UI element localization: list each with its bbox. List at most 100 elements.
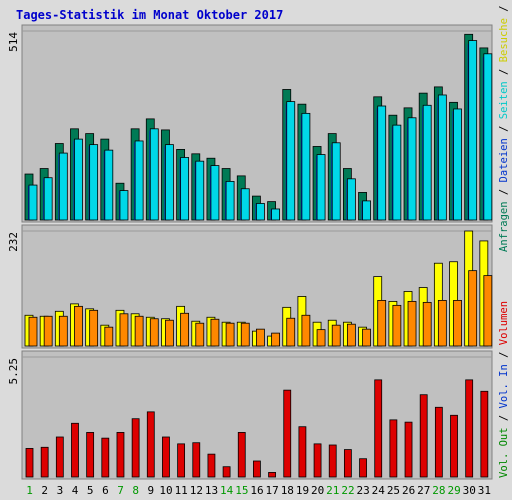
bar-seiten-24 [377, 105, 387, 221]
bar-seiten-19 [301, 112, 311, 221]
legend-anfragen: Anfragen [498, 201, 510, 252]
bar-rechner-2 [43, 315, 53, 347]
bar-volumen-4 [71, 422, 79, 478]
bar-rechner-20 [316, 329, 326, 347]
bar-seiten-15 [240, 188, 250, 221]
x-tick-label-12: 12 [190, 484, 203, 497]
legend-top-group-separator: / [498, 62, 510, 81]
bar-rechner-29 [453, 299, 462, 347]
x-tick-label-16: 16 [250, 484, 263, 497]
bar-volumen-8 [131, 418, 140, 478]
bar-rechner-6 [104, 326, 114, 347]
bar-seiten-11 [180, 157, 190, 221]
bar-volumen-13 [207, 453, 216, 478]
panel-hits-max-label: 514 [7, 32, 20, 52]
bar-seiten-22 [346, 178, 356, 221]
x-tick-label-22: 22 [341, 484, 354, 497]
bar-rechner-4 [74, 305, 83, 347]
bar-seiten-8 [134, 140, 144, 221]
bar-rechner-13 [210, 318, 220, 347]
bar-seiten-4 [74, 138, 83, 221]
legend-top-group: Anfragen / Dateien / Seiten / Besuche / … [498, 0, 510, 252]
bar-volumen-16 [253, 460, 261, 478]
bar-rechner-5 [89, 309, 99, 347]
bar-rechner-11 [180, 312, 190, 347]
legend-volumen: Volumen [498, 301, 510, 345]
bar-rechner-16 [256, 328, 265, 347]
bar-seiten-25 [392, 124, 402, 221]
bar-volumen-25 [389, 419, 398, 478]
bar-rechner-9 [149, 318, 159, 347]
bar-seiten-3 [58, 152, 68, 221]
panel-volume-background [21, 350, 493, 480]
x-tick-label-5: 5 [87, 484, 94, 497]
bar-rechner-31 [483, 275, 493, 347]
bar-seiten-20 [316, 154, 326, 221]
x-tick-label-25: 25 [387, 484, 400, 497]
bar-seiten-10 [165, 144, 174, 221]
bar-volumen-15 [237, 432, 246, 478]
bar-volumen-6 [101, 437, 110, 478]
bar-rechner-1 [28, 316, 38, 347]
bar-rechner-8 [134, 315, 144, 347]
panel-visits: 232 [7, 224, 493, 349]
x-tick-label-6: 6 [102, 484, 109, 497]
x-tick-label-30: 30 [463, 484, 476, 497]
bar-volumen-3 [55, 436, 64, 478]
bar-volumen-7 [116, 432, 125, 478]
bar-seiten-6 [104, 149, 114, 221]
panel-visits-max-label: 232 [7, 232, 20, 252]
bar-volumen-30 [465, 379, 474, 478]
bar-seiten-17 [271, 208, 280, 221]
bar-rechner-14 [225, 322, 235, 347]
bar-rechner-26 [407, 300, 417, 347]
x-tick-label-7: 7 [117, 484, 124, 497]
x-tick-label-14: 14 [220, 484, 234, 497]
x-tick-label-20: 20 [311, 484, 324, 497]
bar-volumen-9 [146, 411, 155, 478]
bar-volumen-17 [268, 472, 276, 478]
chart-title: Tages-Statistik im Monat Oktober 2017 [16, 8, 283, 22]
bar-volumen-10 [162, 436, 170, 478]
bar-volumen-19 [298, 426, 307, 478]
bar-volumen-22 [343, 449, 352, 478]
bar-seiten-18 [286, 101, 296, 221]
bar-volumen-18 [283, 389, 292, 478]
bar-volumen-2 [40, 446, 49, 478]
bar-volumen-12 [192, 442, 201, 478]
bar-volumen-14 [222, 466, 231, 478]
x-tick-label-11: 11 [175, 484, 188, 497]
bar-seiten-5 [89, 144, 99, 221]
x-tick-label-21: 21 [326, 484, 339, 497]
legend-bottom-group: Vol. Out / Vol. In / Volumen [498, 301, 510, 478]
x-tick-label-24: 24 [372, 484, 386, 497]
x-tick-label-26: 26 [402, 484, 415, 497]
bar-seiten-2 [43, 177, 53, 221]
bar-volumen-31 [480, 390, 489, 478]
legend-top-group-separator: / [498, 119, 510, 138]
bar-rechner-23 [362, 328, 371, 347]
bar-seiten-16 [256, 203, 265, 221]
legend-dateien: Dateien [498, 138, 510, 182]
bar-rechner-3 [58, 315, 68, 347]
bar-rechner-24 [377, 299, 387, 347]
bar-seiten-13 [210, 165, 220, 221]
x-tick-label-19: 19 [296, 484, 309, 497]
bar-rechner-18 [286, 317, 296, 347]
panel-volume: 5.25 [7, 350, 493, 480]
x-tick-label-13: 13 [205, 484, 218, 497]
bar-volumen-20 [313, 443, 322, 478]
right-legend: Anfragen / Dateien / Seiten / Besuche / … [498, 0, 510, 478]
bar-volumen-23 [359, 458, 367, 478]
x-tick-label-23: 23 [357, 484, 370, 497]
bar-seiten-29 [453, 108, 462, 221]
bar-rechner-28 [437, 299, 447, 347]
x-tick-label-9: 9 [148, 484, 155, 497]
bar-volumen-5 [86, 432, 95, 478]
x-tick-label-10: 10 [159, 484, 172, 497]
legend-vol-out: Vol. Out [498, 427, 510, 478]
bar-seiten-12 [195, 160, 205, 221]
bar-volumen-27 [419, 394, 428, 478]
